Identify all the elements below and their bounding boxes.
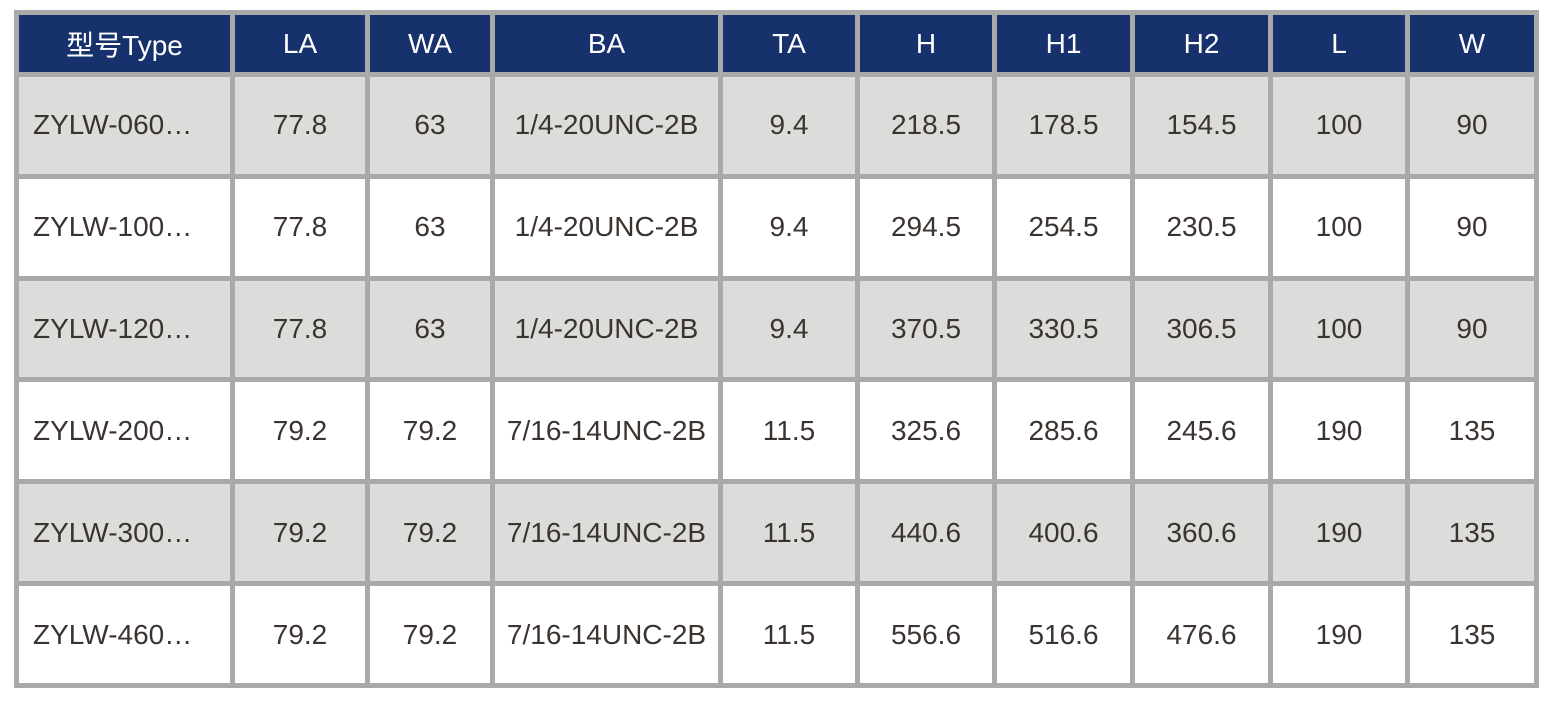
value-cell: 11.5 xyxy=(718,581,860,688)
value-cell: 11.5 xyxy=(718,377,860,485)
value-cell: 100 xyxy=(1268,173,1410,281)
table-row: ZYLW-300… 79.2 79.2 7/16-14UNC-2B 11.5 440.6 4… xyxy=(14,479,1539,587)
value-cell: 190 xyxy=(1268,377,1410,485)
value-cell: 77.8 xyxy=(230,173,370,281)
value-cell: 285.6 xyxy=(992,377,1135,485)
header-row: 型号Type LA WA BA TA H H1 H2 L W xyxy=(14,10,1539,77)
value-cell: 63 xyxy=(365,173,495,281)
column-header: L xyxy=(1268,10,1410,77)
column-header: WA xyxy=(365,10,495,77)
column-header: TA xyxy=(718,10,860,77)
value-cell: 218.5 xyxy=(855,72,997,179)
value-cell: 370.5 xyxy=(855,275,997,383)
value-cell: 190 xyxy=(1268,479,1410,587)
value-cell: 79.2 xyxy=(230,581,370,688)
value-cell: 360.6 xyxy=(1130,479,1273,587)
value-cell: 77.8 xyxy=(230,72,370,179)
table-row: ZYLW-100… 77.8 63 1/4-20UNC-2B 9.4 294.5 254.5… xyxy=(14,173,1539,281)
value-cell: 325.6 xyxy=(855,377,997,485)
value-cell: 7/16-14UNC-2B xyxy=(490,581,723,688)
value-cell: 178.5 xyxy=(992,72,1135,179)
value-cell: 63 xyxy=(365,275,495,383)
value-cell: 77.8 xyxy=(230,275,370,383)
value-cell: 245.6 xyxy=(1130,377,1273,485)
value-cell: 135 xyxy=(1405,581,1539,688)
model-cell: ZYLW-200… xyxy=(14,377,235,485)
column-header: W xyxy=(1405,10,1539,77)
table-row: ZYLW-120… 77.8 63 1/4-20UNC-2B 9.4 370.5 330.5… xyxy=(14,275,1539,383)
column-header: LA xyxy=(230,10,370,77)
spec-table: 型号Type LA WA BA TA H H1 H2 L W ZYLW-060… 77.8 63 1/4… xyxy=(14,10,1539,688)
value-cell: 254.5 xyxy=(992,173,1135,281)
table-row: ZYLW-200… 79.2 79.2 7/16-14UNC-2B 11.5 325.6 2… xyxy=(14,377,1539,485)
model-cell: ZYLW-100… xyxy=(14,173,235,281)
table-body: ZYLW-060… 77.8 63 1/4-20UNC-2B 9.4 218.5 178.5… xyxy=(14,72,1539,688)
value-cell: 79.2 xyxy=(365,479,495,587)
value-cell: 9.4 xyxy=(718,72,860,179)
value-cell: 135 xyxy=(1405,479,1539,587)
value-cell: 79.2 xyxy=(230,479,370,587)
value-cell: 230.5 xyxy=(1130,173,1273,281)
model-cell: ZYLW-120… xyxy=(14,275,235,383)
value-cell: 79.2 xyxy=(230,377,370,485)
value-cell: 440.6 xyxy=(855,479,997,587)
value-cell: 330.5 xyxy=(992,275,1135,383)
value-cell: 9.4 xyxy=(718,173,860,281)
value-cell: 63 xyxy=(365,72,495,179)
value-cell: 294.5 xyxy=(855,173,997,281)
column-header: 型号Type xyxy=(14,10,235,77)
model-cell: ZYLW-300… xyxy=(14,479,235,587)
value-cell: 100 xyxy=(1268,275,1410,383)
value-cell: 100 xyxy=(1268,72,1410,179)
column-header: H xyxy=(855,10,997,77)
value-cell: 1/4-20UNC-2B xyxy=(490,173,723,281)
value-cell: 1/4-20UNC-2B xyxy=(490,72,723,179)
value-cell: 7/16-14UNC-2B xyxy=(490,479,723,587)
value-cell: 154.5 xyxy=(1130,72,1273,179)
value-cell: 135 xyxy=(1405,377,1539,485)
column-header: BA xyxy=(490,10,723,77)
value-cell: 306.5 xyxy=(1130,275,1273,383)
value-cell: 7/16-14UNC-2B xyxy=(490,377,723,485)
value-cell: 90 xyxy=(1405,173,1539,281)
model-cell: ZYLW-060… xyxy=(14,72,235,179)
value-cell: 11.5 xyxy=(718,479,860,587)
table-row: ZYLW-460… 79.2 79.2 7/16-14UNC-2B 11.5 556.6 5… xyxy=(14,581,1539,688)
column-header: H1 xyxy=(992,10,1135,77)
value-cell: 90 xyxy=(1405,72,1539,179)
value-cell: 476.6 xyxy=(1130,581,1273,688)
value-cell: 1/4-20UNC-2B xyxy=(490,275,723,383)
value-cell: 190 xyxy=(1268,581,1410,688)
value-cell: 79.2 xyxy=(365,377,495,485)
value-cell: 90 xyxy=(1405,275,1539,383)
value-cell: 79.2 xyxy=(365,581,495,688)
column-header: H2 xyxy=(1130,10,1273,77)
model-cell: ZYLW-460… xyxy=(14,581,235,688)
value-cell: 516.6 xyxy=(992,581,1135,688)
value-cell: 556.6 xyxy=(855,581,997,688)
table-row: ZYLW-060… 77.8 63 1/4-20UNC-2B 9.4 218.5 178.5… xyxy=(14,72,1539,179)
value-cell: 9.4 xyxy=(718,275,860,383)
value-cell: 400.6 xyxy=(992,479,1135,587)
